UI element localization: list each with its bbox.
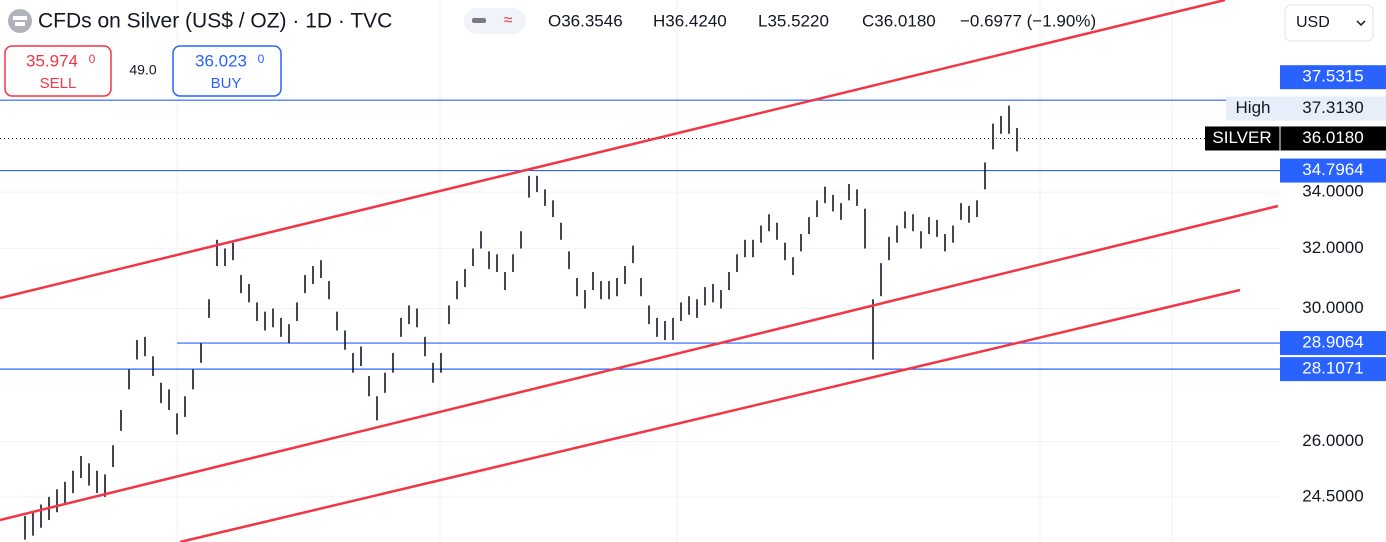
level-label-box (1280, 357, 1386, 382)
currency: USD (1296, 14, 1330, 31)
toggle[interactable] (464, 8, 526, 34)
spread: 49.0 (129, 62, 156, 78)
buy-label: BUY (211, 75, 242, 92)
sell-price-sup: 0 (89, 52, 96, 66)
ohlc-high: H36.4240 (653, 11, 727, 30)
currency-select[interactable] (1284, 4, 1374, 42)
y-tick-label: 30.0000 (1302, 298, 1363, 317)
price-axis: 24.5000 26.0000 30.0000 32.0000 34.0000 37.53… (1205, 45, 1386, 542)
ohlc-close: C36.0180 (862, 11, 936, 30)
level-label: 37.5315 (1302, 67, 1363, 86)
ohlc-change: −0.6977 (−1.90%) (960, 11, 1096, 30)
level-label: 34.7964 (1302, 160, 1363, 179)
trade-panel: 35.974 0 SELL 49.0 36.023 0 BUY (4, 45, 282, 97)
y-tick-label: 26.0000 (1302, 431, 1363, 450)
level-label-box (1280, 158, 1386, 183)
sell-label: SELL (40, 75, 77, 92)
level-label: 28.1071 (1302, 359, 1363, 378)
high-tag-box (1226, 96, 1386, 121)
sell-button[interactable] (4, 45, 112, 97)
buy-button[interactable] (172, 45, 282, 97)
header: CFDs on Silver (US$ / OZ) · 1D · TVC ≈ O… (8, 4, 1374, 42)
symbol-title: CFDs on Silver (US$ / OZ) · 1D · TVC (38, 10, 392, 33)
y-tick-label: 34.0000 (1302, 182, 1363, 201)
sell-price: 35.974 (26, 51, 78, 70)
y-tick-label: 32.0000 (1302, 238, 1363, 257)
level-label: 28.9064 (1302, 333, 1363, 352)
ohlc-open: O36.3546 (548, 11, 623, 30)
buy-price: 36.023 (195, 51, 247, 70)
level-label-box (1280, 331, 1386, 356)
toggle-icon: ≈ (504, 12, 513, 29)
y-tick-label: 24.5000 (1302, 486, 1363, 505)
last-price: 36.0180 (1302, 128, 1363, 147)
icon-bar (15, 22, 25, 26)
levels (0, 99, 1280, 370)
bars (24, 105, 1018, 540)
toggle-icon (472, 18, 486, 23)
grid (0, 191, 1280, 498)
ohlc-low: L35.5220 (758, 11, 829, 30)
symbol-icon (8, 9, 32, 33)
level-label-box (1280, 65, 1386, 90)
icon-bar (13, 16, 27, 20)
high-tag: High (1236, 98, 1271, 117)
dropdown-arrow (1356, 20, 1366, 27)
last-tag-box (1205, 126, 1386, 151)
high-value: 37.3130 (1302, 98, 1363, 117)
series-name: SILVER (1212, 128, 1271, 147)
buy-price-sup: 0 (258, 52, 265, 66)
trend-channel (0, 0, 1279, 542)
